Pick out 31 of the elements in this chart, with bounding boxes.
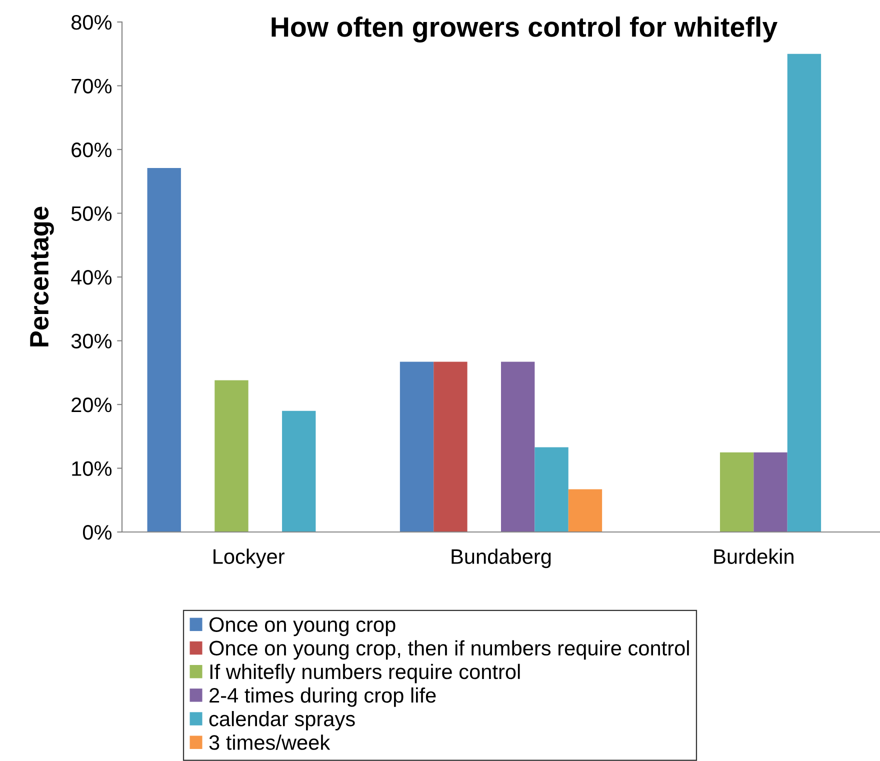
bar [787, 54, 822, 532]
y-tick-label: 60% [72, 142, 112, 158]
y-axis-title: Percentage [30, 206, 54, 346]
y-tick-label: 10% [72, 461, 112, 476]
bar [534, 447, 568, 532]
legend-label: 2-4 times during crop life [210, 687, 436, 707]
legend-label: Once on young crop, then if numbers require control [210, 640, 689, 660]
bar [282, 410, 316, 532]
legend-label: If whitefly numbers require control [210, 664, 520, 684]
x-tick-label: Lockyer [214, 548, 284, 568]
y-tick-label: 40% [71, 270, 112, 285]
chart-title: How often growers control for whitefly [272, 16, 778, 42]
bar [754, 452, 788, 532]
bar [568, 489, 602, 532]
y-tick-label: 20% [72, 398, 112, 412]
bar [501, 362, 535, 532]
bar [400, 362, 434, 532]
y-tick-label: 50% [71, 206, 112, 222]
y-tick-label: 80% [71, 15, 112, 30]
legend-label: calendar sprays [209, 711, 355, 730]
legend-label: 3 times/week [209, 734, 330, 750]
bar [434, 362, 468, 532]
x-tick-label: Burdekin [714, 548, 794, 564]
y-tick-label: 0% [82, 525, 112, 540]
bar [214, 380, 248, 532]
x-tick-label: Bundaberg [452, 548, 551, 568]
bar [147, 168, 181, 532]
bar [720, 452, 754, 532]
y-tick-label: 70% [72, 78, 112, 94]
y-tick-label: 30% [71, 334, 112, 349]
legend-label: Once on young crop [210, 617, 396, 636]
